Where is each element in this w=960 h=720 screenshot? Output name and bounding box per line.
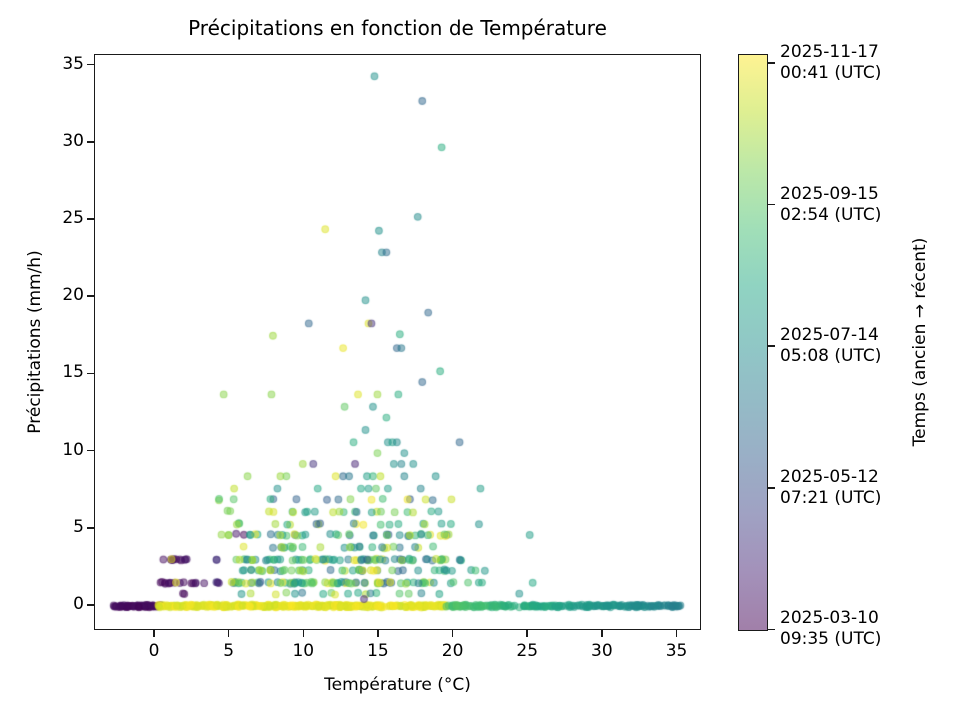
- y-tick-label: 25: [62, 207, 84, 228]
- x-tick-mark: [302, 630, 305, 637]
- y-tick-mark: [87, 295, 94, 297]
- y-tick-mark: [87, 526, 94, 529]
- y-tick-label: 0: [73, 593, 84, 614]
- x-tick-mark: [377, 630, 379, 637]
- x-tick-label: 0: [148, 641, 160, 661]
- y-tick-label: 15: [62, 362, 84, 383]
- colorbar-tick-mark: [768, 203, 775, 206]
- y-tick-label: 10: [62, 439, 84, 460]
- colorbar-tick-label: 2025-03-10 09:35 (UTC): [780, 608, 882, 650]
- x-axis-label: Température (°C): [324, 675, 471, 695]
- x-tick-label: 30: [591, 641, 613, 661]
- colorbar-label: Temps (ancien → récent): [910, 237, 930, 447]
- y-tick-mark: [87, 218, 94, 220]
- colorbar-tick-label: 2025-05-12 07:21 (UTC): [780, 466, 882, 508]
- colorbar-tick-mark: [768, 486, 775, 489]
- x-tick-mark: [526, 630, 529, 637]
- y-axis-label: Précipitations (mm/h): [25, 250, 45, 434]
- x-tick-mark: [227, 630, 230, 637]
- y-tick-label: 20: [62, 285, 84, 306]
- colorbar-tick-label: 2025-07-14 05:08 (UTC): [780, 325, 882, 367]
- y-tick-mark: [87, 63, 94, 66]
- colorbar-tick-label: 2025-09-15 02:54 (UTC): [780, 183, 882, 225]
- colorbar-tick-mark: [768, 345, 775, 347]
- y-tick-label: 5: [73, 516, 84, 537]
- y-tick-label: 35: [62, 53, 84, 74]
- y-tick-mark: [87, 449, 94, 452]
- y-tick-mark: [87, 604, 94, 606]
- colorbar-tick-label: 2025-11-17 00:41 (UTC): [780, 41, 882, 83]
- x-tick-mark: [451, 630, 454, 637]
- plot-area: [94, 54, 702, 631]
- x-tick-mark: [153, 630, 155, 637]
- x-tick-mark: [675, 630, 678, 637]
- y-tick-mark: [87, 140, 94, 143]
- colorbar: [738, 54, 768, 631]
- x-tick-label: 15: [367, 641, 389, 661]
- x-tick-label: 10: [292, 641, 315, 661]
- x-tick-mark: [601, 630, 603, 637]
- x-tick-label: 25: [516, 641, 539, 661]
- y-tick-mark: [87, 372, 94, 375]
- x-tick-label: 5: [223, 641, 235, 661]
- chart-title: Précipitations en fonction de Températur…: [188, 16, 607, 40]
- colorbar-tick-mark: [768, 628, 775, 631]
- scatter-canvas: [95, 55, 702, 631]
- x-tick-label: 35: [665, 641, 688, 661]
- x-tick-label: 20: [441, 641, 464, 661]
- colorbar-tick-mark: [768, 62, 775, 64]
- y-tick-label: 30: [62, 130, 84, 151]
